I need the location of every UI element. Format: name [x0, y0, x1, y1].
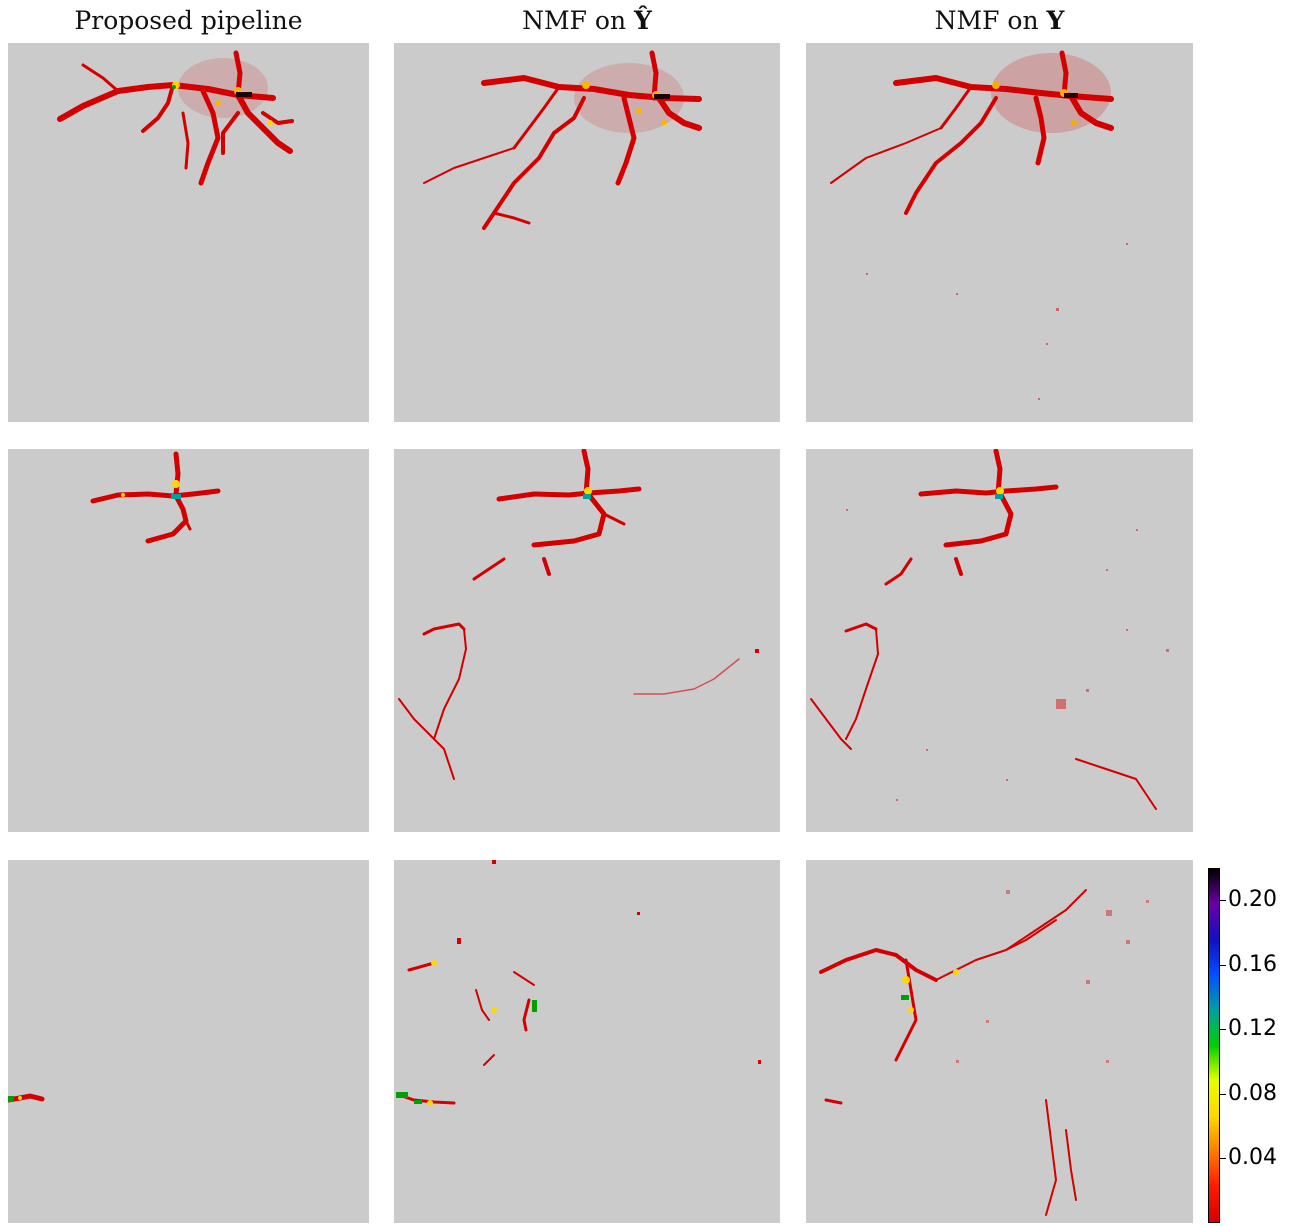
map-image: [423, 50, 702, 230]
column-title-text: Proposed pipeline: [74, 6, 303, 35]
colorbar-tick: [1220, 1158, 1226, 1159]
column-title-symbol: Ŷ: [634, 6, 652, 35]
column-title-text: NMF on: [522, 6, 634, 35]
map-panel-row2-nmf-y: [806, 449, 1193, 832]
colorbar-tick-label: 0.16: [1228, 952, 1277, 977]
colorbar-tick: [1220, 900, 1226, 901]
map-panel-row1-nmf-y: [806, 43, 1193, 422]
colorbar-tick-label: 0.08: [1228, 1081, 1277, 1106]
column-title-symbol: Y: [1046, 6, 1065, 35]
colorbar-tick: [1220, 1094, 1226, 1095]
map-image: [57, 50, 294, 186]
map-panel-row1-proposed: [8, 43, 369, 422]
map-panel-row3-nmf-yhat: [394, 860, 780, 1223]
column-title-nmf-y: NMF on Y: [806, 6, 1193, 35]
map-image: [90, 451, 221, 544]
map-panel-row2-proposed: [8, 449, 369, 832]
map-image: [819, 889, 1149, 1216]
map-panel-row2-nmf-yhat: [394, 449, 780, 832]
colorbar-tick-label: 0.12: [1228, 1016, 1277, 1041]
map-image: [830, 50, 1128, 400]
map-panel-row3-proposed: [8, 860, 369, 1223]
colorbar-tick: [1220, 965, 1226, 966]
map-image: [396, 860, 761, 1106]
map-panel-row1-nmf-yhat: [394, 43, 780, 422]
colorbar-tick: [1220, 1029, 1226, 1030]
map-image: [8, 1093, 45, 1103]
map-image: [398, 449, 759, 780]
colorbar: [1208, 868, 1220, 1223]
map-panel-row3-nmf-y: [806, 860, 1193, 1223]
column-title-proposed: Proposed pipeline: [8, 6, 369, 35]
colorbar-tick-label: 0.04: [1228, 1145, 1277, 1170]
colorbar-tick-label: 0.20: [1228, 887, 1277, 912]
column-title-nmf-yhat: NMF on Ŷ: [394, 6, 780, 35]
column-title-text: NMF on: [934, 6, 1047, 35]
map-image: [810, 449, 1169, 810]
